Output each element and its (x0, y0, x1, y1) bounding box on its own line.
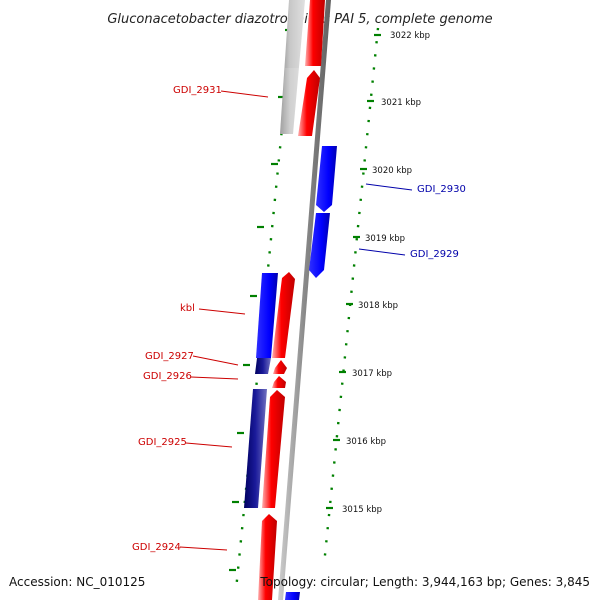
footer-summary: Topology: circular; Length: 3,944,163 bp… (259, 575, 590, 589)
leader-gdi-2930 (365, 183, 413, 191)
outer-major-ticks (326, 33, 381, 510)
gene-arrow-gdi-2929 (309, 213, 330, 278)
leader-kbl (198, 308, 246, 315)
tick-label-3020: 3020 kbp (372, 166, 412, 176)
gene-arrow-gdi-2925 (262, 390, 285, 508)
gene-arrow-dark-gdi-2927 (255, 358, 271, 374)
gene-arrow-gdi-2927 (273, 360, 287, 374)
tick-label-3017: 3017 kbp (352, 369, 392, 379)
outer-ring-guide (322, 27, 380, 566)
genome-backbone (278, 0, 331, 600)
gene-arrow-gdi-2926 (272, 376, 286, 388)
gene-arrow-blue-kbl-row (256, 273, 278, 358)
gene-label-gdi-2927: GDI_2927 (145, 351, 194, 362)
tick-label-3018: 3018 kbp (358, 301, 398, 311)
gene-label-gdi-2931: GDI_2931 (173, 85, 222, 96)
forward-strand-genes (258, 0, 325, 600)
gene-label-gdi-2924: GDI_2924 (132, 542, 181, 553)
tick-label-3015: 3015 kbp (342, 505, 382, 515)
gene-arrow-gdi-2931 (298, 70, 320, 136)
leader-gdi-2925 (185, 442, 233, 448)
tick-labels: 3022 kbp 3021 kbp 3020 kbp 3019 kbp 3018… (342, 31, 430, 515)
leader-lines (179, 90, 413, 551)
tick-label-3016: 3016 kbp (346, 437, 386, 447)
tick-label-3021: 3021 kbp (381, 98, 421, 108)
gene-arrow-grey-lower (280, 68, 301, 134)
gene-arrow-dark-gdi-2925 (244, 389, 267, 508)
gene-label-kbl: kbl (180, 303, 195, 314)
leader-gdi-2924 (179, 546, 228, 551)
gene-arrow-bottom-blue (285, 592, 300, 600)
reverse-strand-genes (244, 146, 337, 600)
gene-arrow-grey (280, 0, 305, 134)
leader-gdi-2927 (192, 355, 239, 366)
gene-arrow-top-red (305, 0, 325, 66)
gene-label-gdi-2925: GDI_2925 (138, 437, 187, 448)
gene-label-gdi-2929: GDI_2929 (410, 249, 459, 260)
gene-arrow-gdi-2924 (258, 514, 277, 600)
footer-accession: Accession: NC_010125 (9, 575, 145, 589)
gene-label-gdi-2930: GDI_2930 (417, 184, 466, 195)
leader-gdi-2931 (220, 90, 269, 98)
gene-arrow-gdi-2930 (316, 146, 337, 212)
gene-label-gdi-2926: GDI_2926 (143, 371, 192, 382)
gene-arrow-kbl (272, 272, 295, 358)
gene-labels: GDI_2931 GDI_2930 GDI_2929 kbl GDI_2927 … (132, 85, 466, 553)
tick-label-3019: 3019 kbp (365, 234, 405, 244)
leader-gdi-2929 (358, 248, 406, 256)
leader-gdi-2926 (190, 376, 239, 380)
tick-label-3022: 3022 kbp (390, 31, 430, 41)
